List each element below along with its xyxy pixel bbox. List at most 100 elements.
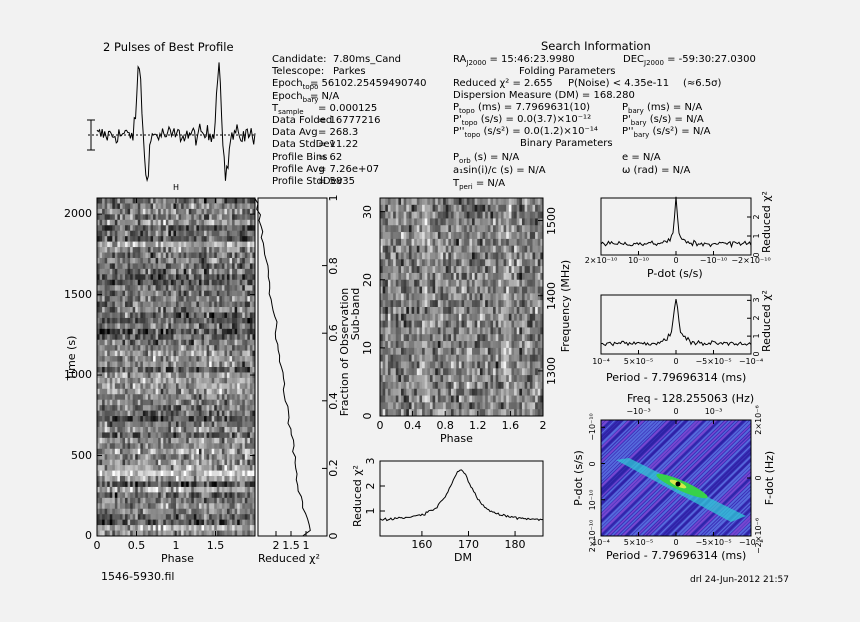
pdot-tick: −10⁻¹⁰: [699, 256, 728, 265]
chi-tick: 1: [302, 539, 310, 552]
redchi-value: Reduced χ² = 2.655: [453, 78, 553, 89]
info-value: = N/A: [310, 90, 340, 102]
pdot-tick: 10⁻¹⁰: [628, 256, 649, 265]
phase-xlabel: Phase: [161, 552, 194, 565]
redchi-line: [254, 197, 311, 537]
search-title: Search Information: [541, 39, 651, 53]
period-tick: −5×10⁻⁵: [695, 357, 732, 366]
ra-sub: J2000: [466, 59, 487, 67]
pddbary-value: (s/s²) = N/A: [652, 126, 711, 137]
pp-x-tick: −5×10⁻⁵: [695, 538, 732, 547]
info-value: = 16777216: [318, 115, 381, 126]
phase2-tick: 0.4: [403, 419, 422, 432]
phase2-tick: 0: [376, 419, 384, 432]
omega-value: ω (rad) = N/A: [622, 165, 691, 176]
period-tick: 0: [673, 357, 679, 366]
dm-frame: [379, 460, 544, 537]
info-key: Epochtopo: [272, 78, 319, 92]
info-key: Data StdDev: [272, 139, 336, 151]
frac-tick: 0.2: [327, 459, 340, 478]
dm-y-tick: 2: [364, 482, 377, 490]
chi-tick: 2: [272, 539, 280, 552]
info-key: Tsample: [272, 102, 304, 116]
pp-y-tick: 0: [588, 460, 597, 467]
binary-title: Binary Parameters: [520, 138, 613, 149]
info-key: Profile StdDev: [272, 176, 343, 187]
period-xlabel: Period - 7.79696314 (ms): [606, 371, 747, 384]
info-value: = 5835: [318, 176, 356, 187]
info-value: Parkes: [333, 66, 366, 78]
subband-frame: [379, 197, 544, 417]
pdot-tick: −2×10⁻¹⁰: [731, 256, 771, 265]
frac-tick: 0.6: [327, 324, 340, 342]
pdtopo-value: (s/s) = 0.0(3.7)×10⁻¹²: [480, 114, 592, 125]
period-y-tick: 1: [752, 333, 761, 339]
period-tick: −10⁻⁴: [738, 357, 764, 366]
time-phase-heatmap: [97, 198, 256, 537]
info-key: Data Folded: [272, 115, 333, 126]
pp-x-tick: 0: [673, 538, 679, 547]
pdtopo-field: P'topo (s/s) = 0.0(3.7)×10⁻¹²: [453, 114, 592, 127]
dec-field: DECJ2000 = -59:30:27.0300: [623, 54, 756, 69]
ra-label: RA: [453, 54, 467, 65]
info-value: = 0.000125: [318, 102, 378, 114]
frac-tick: 0: [327, 532, 340, 540]
redchi-xlabel: Reduced χ²: [258, 552, 320, 565]
pp-top-tick: 10⁻³: [704, 407, 723, 416]
pdbary-field: P'bary (s/s) = N/A: [622, 114, 704, 127]
pddbary-field: P''bary (s/s²) = N/A: [622, 126, 711, 139]
pdot-curve-line: [600, 196, 752, 249]
freq-tick: 1500: [545, 206, 558, 235]
freq-tick: 1400: [545, 281, 558, 310]
pdot-y-tick: 2: [752, 214, 761, 220]
frac-tick: 1: [327, 194, 340, 202]
freq-tick: 1300: [545, 356, 558, 385]
period-y-tick: 3: [752, 297, 761, 303]
subband-tick: 20: [361, 272, 374, 287]
period-curve-line: [600, 298, 752, 347]
info-key: Profile Avg: [272, 163, 325, 175]
pdot-frame: [600, 197, 752, 256]
sigma-value: (≈6.5σ): [683, 78, 722, 89]
redchi-frame: [257, 197, 328, 537]
plot-date: drl 24-Jun-2012 21:57: [690, 575, 789, 585]
info-key: Candidate:: [272, 54, 327, 65]
pbary-field: Pbary (ms) = N/A: [622, 102, 703, 115]
pdbary-value: (s/s) = N/A: [649, 114, 704, 125]
time-tick: 500: [71, 448, 92, 462]
subband-heatmap: [380, 198, 544, 417]
chi-tick: 1.5: [282, 539, 300, 552]
info-key-sub: sample: [278, 107, 304, 116]
pulses-title: 2 Pulses of Best Profile: [103, 40, 234, 54]
frac-tick: 0.8: [327, 256, 340, 275]
ptopo-value: (ms) = 7.7969631(10): [477, 102, 591, 113]
dm-value: Dispersion Measure (DM) = 168.280: [453, 90, 635, 101]
porb-value: (s) = N/A: [473, 152, 520, 163]
ra-value: = 15:46:23.9980: [489, 54, 575, 65]
info-value: = 7.26e+07: [318, 163, 380, 175]
dec-value: = -59:30:27.0300: [667, 54, 756, 65]
dm-y-tick: 3: [364, 457, 377, 465]
pp-top-tick: −10⁻³: [626, 407, 651, 416]
frac-tick: 0.4: [327, 392, 340, 410]
info-key: Telescope:: [272, 66, 325, 78]
phase-tick: 0: [93, 539, 101, 552]
info-key-sub: bary: [302, 95, 319, 104]
phase-tick: 1: [172, 539, 180, 552]
pp-top-tick: 0: [673, 407, 679, 416]
freq-toplabel: Freq - 128.255063 (Hz): [627, 392, 755, 405]
phase2-tick: 2: [539, 419, 547, 432]
info-key: Epochbary: [272, 90, 319, 104]
file-name: 1546-5930.fil: [101, 570, 175, 583]
subband-tick: 30: [361, 204, 374, 219]
info-value: = 268.3: [318, 127, 359, 139]
phase-marker: H: [173, 183, 179, 192]
tperi-value: = N/A: [475, 178, 506, 189]
pp-x-tick: 10⁻⁴: [592, 538, 610, 547]
pp-y-tick: 10⁻¹⁰: [588, 489, 597, 511]
pdot-tick: 0: [673, 256, 679, 265]
time-tick: 0: [85, 529, 92, 542]
pnoise-value: P(Noise) < 4.35e-11: [568, 78, 670, 89]
period-tick: 5×10⁻⁵: [623, 357, 654, 366]
